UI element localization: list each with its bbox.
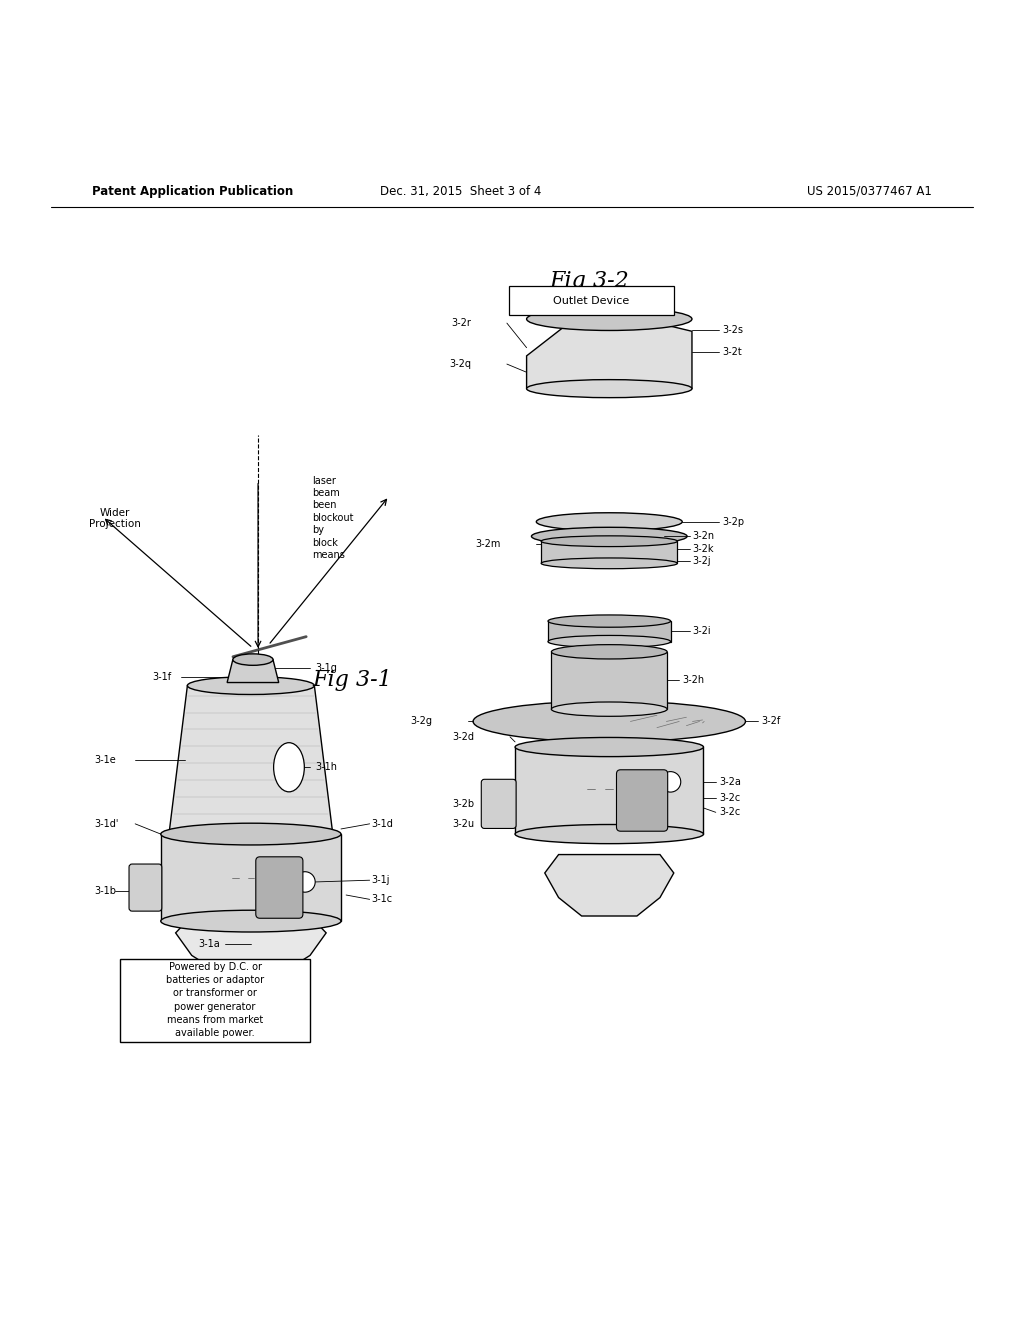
Text: 3-2i: 3-2i [692, 626, 712, 636]
FancyBboxPatch shape [129, 865, 162, 911]
Text: 3-2r: 3-2r [452, 318, 471, 329]
Text: 3-2f: 3-2f [761, 717, 780, 726]
Ellipse shape [473, 701, 745, 742]
Text: 3-1c: 3-1c [372, 895, 393, 904]
Ellipse shape [531, 527, 687, 545]
Text: 3-2a: 3-2a [719, 777, 740, 787]
Ellipse shape [548, 615, 671, 627]
Ellipse shape [537, 512, 682, 531]
Polygon shape [176, 916, 326, 973]
Text: 3-1g: 3-1g [315, 663, 337, 673]
Text: 3-2c: 3-2c [719, 808, 740, 817]
Text: 3-2m: 3-2m [475, 539, 500, 549]
Ellipse shape [161, 824, 341, 845]
Ellipse shape [232, 653, 273, 665]
Ellipse shape [541, 536, 678, 546]
Text: Fig 3-1: Fig 3-1 [312, 669, 392, 692]
Ellipse shape [273, 743, 304, 792]
Text: Dec. 31, 2015  Sheet 3 of 4: Dec. 31, 2015 Sheet 3 of 4 [380, 185, 542, 198]
FancyBboxPatch shape [481, 779, 516, 829]
Circle shape [295, 871, 315, 892]
Polygon shape [541, 541, 678, 564]
Polygon shape [515, 747, 703, 834]
Text: 3-2b: 3-2b [452, 799, 474, 809]
Polygon shape [526, 306, 692, 388]
Text: 3-1b: 3-1b [94, 886, 116, 896]
Text: US 2015/0377467 A1: US 2015/0377467 A1 [807, 185, 932, 198]
Ellipse shape [551, 644, 668, 659]
Text: 3-2k: 3-2k [692, 544, 714, 553]
Text: 3-1e: 3-1e [94, 755, 116, 764]
Text: 3-1j: 3-1j [372, 875, 390, 886]
Ellipse shape [515, 738, 703, 756]
Ellipse shape [541, 558, 678, 569]
Ellipse shape [515, 825, 703, 843]
Text: laser
beam
been
blockout
by
block
means: laser beam been blockout by block means [312, 475, 354, 560]
Text: 3-1f: 3-1f [153, 672, 172, 682]
Circle shape [660, 772, 681, 792]
Text: 3-2d: 3-2d [453, 731, 474, 742]
Text: Outlet Device: Outlet Device [553, 296, 629, 305]
FancyBboxPatch shape [616, 770, 668, 832]
Text: 3-2g: 3-2g [411, 717, 432, 726]
Text: 3-2n: 3-2n [692, 531, 715, 541]
Ellipse shape [526, 308, 692, 330]
FancyBboxPatch shape [256, 857, 303, 919]
Text: 3-2p: 3-2p [722, 516, 744, 527]
Text: 3-2h: 3-2h [683, 676, 705, 685]
Text: Powered by D.C. or
batteries or adaptor
or transformer or
power generator
means : Powered by D.C. or batteries or adaptor … [166, 962, 264, 1038]
FancyBboxPatch shape [120, 960, 310, 1041]
Text: 3-1h: 3-1h [315, 762, 337, 772]
Polygon shape [161, 834, 341, 921]
Ellipse shape [548, 635, 671, 648]
Text: 3-2t: 3-2t [722, 347, 741, 356]
Text: 3-2j: 3-2j [692, 556, 712, 566]
Polygon shape [551, 652, 668, 709]
Text: 3-2s: 3-2s [722, 325, 743, 335]
Text: 3-2c: 3-2c [719, 792, 740, 803]
Polygon shape [548, 622, 671, 642]
Ellipse shape [551, 702, 668, 717]
Text: Patent Application Publication: Patent Application Publication [92, 185, 294, 198]
Ellipse shape [161, 911, 341, 932]
Polygon shape [545, 854, 674, 916]
FancyBboxPatch shape [509, 286, 674, 315]
Polygon shape [227, 660, 279, 682]
Polygon shape [169, 685, 333, 834]
Ellipse shape [187, 677, 314, 694]
Ellipse shape [526, 380, 692, 397]
Text: Wider
Projection: Wider Projection [89, 508, 140, 529]
Text: 3-2q: 3-2q [450, 359, 471, 370]
Text: 3-1a: 3-1a [199, 939, 220, 949]
Text: 3-2u: 3-2u [452, 818, 474, 829]
Text: 3-1d': 3-1d' [94, 818, 119, 829]
Text: 3-1d: 3-1d [372, 818, 393, 829]
Text: Fig 3-2: Fig 3-2 [549, 271, 629, 292]
